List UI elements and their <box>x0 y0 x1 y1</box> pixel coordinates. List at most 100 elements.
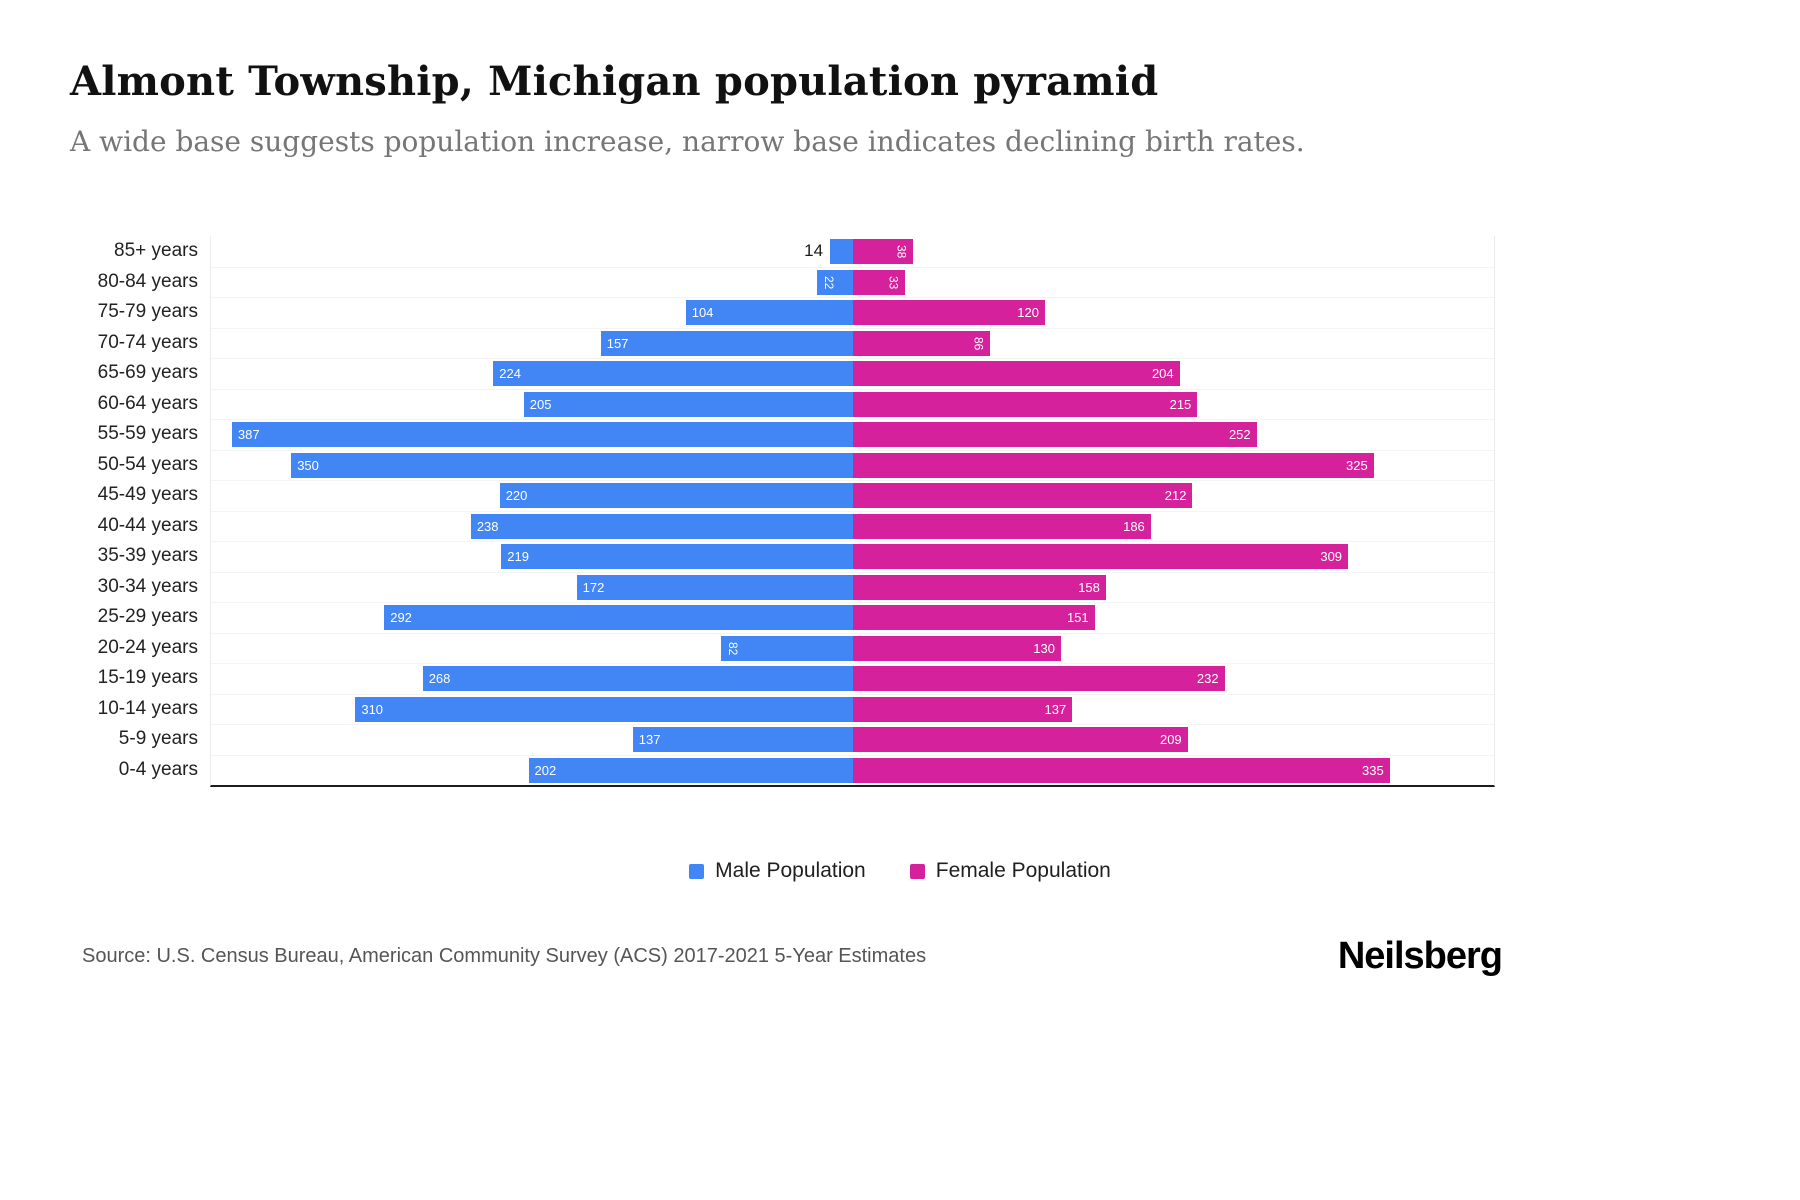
pyramid-row: 137 209 <box>211 724 1494 755</box>
female-bar[interactable]: 151 <box>852 605 1095 631</box>
bar-value-label: 325 <box>1346 457 1368 473</box>
female-bar[interactable]: 215 <box>852 391 1198 417</box>
male-bar[interactable]: 172 <box>576 574 853 600</box>
bar-value-label: 335 <box>1362 762 1384 778</box>
male-bar[interactable] <box>830 238 853 264</box>
pyramid-row: 157 86 <box>211 327 1494 359</box>
pyramid-row: 268 232 <box>211 663 1494 694</box>
female-bar[interactable]: 130 <box>852 635 1061 661</box>
age-group-label: 5-9 years <box>118 728 198 750</box>
male-half: 310 <box>211 696 853 722</box>
male-bar[interactable]: 268 <box>422 666 853 692</box>
bar-value-label: 219 <box>507 549 529 565</box>
female-bar[interactable]: 335 <box>852 757 1390 783</box>
female-half: 325 <box>852 452 1495 478</box>
female-bar[interactable]: 38 <box>852 238 914 264</box>
bar-value-label: 224 <box>499 366 521 382</box>
female-bar[interactable]: 309 <box>852 544 1349 570</box>
footer: Source: U.S. Census Bureau, American Com… <box>70 935 1503 978</box>
age-group-label: 50-54 years <box>97 453 198 475</box>
female-bar[interactable]: 120 <box>852 300 1045 326</box>
female-bar[interactable]: 252 <box>852 422 1257 448</box>
bar-value-label: 387 <box>237 427 260 443</box>
female-half: 309 <box>852 544 1495 570</box>
male-bar[interactable]: 82 <box>721 635 853 661</box>
age-group-label: 40-44 years <box>97 514 198 536</box>
female-bar[interactable]: 137 <box>852 696 1073 722</box>
bar-value-label: 157 <box>606 335 629 351</box>
male-half: 22 <box>211 269 853 295</box>
age-group-label: 70-74 years <box>97 331 198 353</box>
male-bar[interactable]: 22 <box>817 269 853 295</box>
female-bar[interactable]: 212 <box>852 483 1193 509</box>
bar-value-label: 137 <box>638 732 661 748</box>
bar-value-label: 204 <box>1151 366 1174 382</box>
female-bar[interactable]: 158 <box>852 574 1106 600</box>
male-half: 137 <box>211 727 853 753</box>
bar-value-label: 212 <box>1164 488 1187 504</box>
male-half: 350 <box>211 452 853 478</box>
male-bar[interactable]: 292 <box>384 605 853 631</box>
male-half: 14 <box>211 238 853 264</box>
male-bar[interactable]: 202 <box>528 757 853 783</box>
female-swatch-icon <box>909 863 925 879</box>
male-bar[interactable]: 219 <box>501 544 853 570</box>
bar-value-label: 137 <box>1044 701 1067 717</box>
legend-item-male[interactable]: Male Population <box>689 859 866 883</box>
female-bar[interactable]: 86 <box>852 330 991 356</box>
female-half: 204 <box>852 361 1495 387</box>
female-half: 186 <box>852 513 1495 539</box>
male-bar[interactable]: 387 <box>231 422 853 448</box>
male-bar[interactable]: 310 <box>355 696 853 722</box>
bar-value-label: 33 <box>886 275 901 289</box>
age-group-label: 10-14 years <box>97 697 198 719</box>
bar-value-label: 215 <box>1169 396 1192 412</box>
pyramid-row: 238 186 <box>211 510 1495 542</box>
male-bar[interactable]: 104 <box>685 300 853 326</box>
bar-value-label: 120 <box>1017 305 1039 321</box>
female-half: 252 <box>852 422 1495 448</box>
female-bar[interactable]: 325 <box>852 452 1374 478</box>
bar-value-label: 130 <box>1033 640 1055 656</box>
male-half: 268 <box>211 666 853 692</box>
female-bar[interactable]: 209 <box>852 727 1188 753</box>
male-bar[interactable]: 224 <box>493 361 853 387</box>
bar-value-label: 172 <box>582 579 605 595</box>
male-bar[interactable]: 157 <box>600 330 853 356</box>
female-bar[interactable]: 232 <box>852 666 1225 692</box>
female-bar[interactable]: 186 <box>852 513 1151 539</box>
bar-value-label: 22 <box>822 275 837 289</box>
bar-value-label: 14 <box>804 241 824 261</box>
male-bar[interactable]: 220 <box>499 483 853 509</box>
male-bar[interactable]: 205 <box>523 391 853 417</box>
male-bar[interactable]: 137 <box>632 727 853 753</box>
male-half: 157 <box>211 330 853 356</box>
bar-value-label: 202 <box>534 762 557 778</box>
neilsberg-logo: Neilsberg <box>1337 935 1503 977</box>
male-bar[interactable]: 350 <box>291 452 853 478</box>
population-pyramid-chart: 85+ years 80-84 years 75-79 years 70-74 yea… <box>70 236 1495 787</box>
age-group-label: 20-24 years <box>97 636 198 658</box>
female-half: 130 <box>852 635 1495 661</box>
legend-item-female[interactable]: Female Population <box>909 859 1111 883</box>
age-axis: 85+ years 80-84 years 75-79 years 70-74 yea… <box>70 236 210 787</box>
female-half: 209 <box>852 727 1495 753</box>
bar-value-label: 209 <box>1159 732 1182 748</box>
bar-value-label: 82 <box>726 641 740 655</box>
female-half: 215 <box>852 391 1495 417</box>
bar-value-label: 158 <box>1078 579 1100 595</box>
age-group-label: 0-4 years <box>118 758 198 780</box>
male-half: 387 <box>211 422 853 448</box>
female-bar[interactable]: 204 <box>852 361 1180 387</box>
male-half: 104 <box>211 300 853 326</box>
bar-value-label: 205 <box>529 396 552 412</box>
pyramid-row: 172 158 <box>211 571 1494 603</box>
age-group-label: 80-84 years <box>97 270 198 292</box>
female-bar[interactable]: 33 <box>852 269 906 295</box>
male-bar[interactable]: 238 <box>470 513 853 539</box>
bar-value-label: 232 <box>1196 671 1219 687</box>
male-half: 172 <box>211 574 853 600</box>
pyramid-row: 22 33 <box>211 266 1494 298</box>
bar-value-label: 350 <box>297 457 319 473</box>
age-group-label: 30-34 years <box>97 575 198 597</box>
